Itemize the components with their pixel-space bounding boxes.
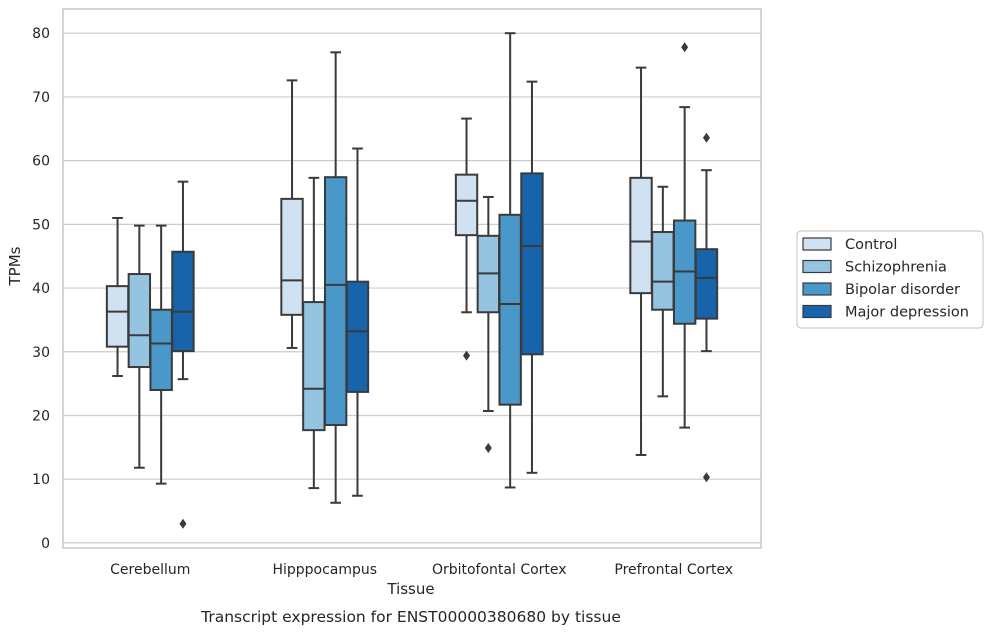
- box: [127, 273, 152, 369]
- box-schizophrenia: [651, 185, 675, 398]
- box-major-depression: [171, 180, 195, 529]
- box: [105, 285, 130, 348]
- box-major-depression: [345, 147, 370, 497]
- legend-swatch: [802, 282, 832, 296]
- box: [302, 301, 326, 432]
- legend-label: Major depression: [845, 305, 969, 321]
- box: [498, 213, 522, 406]
- x-tick-labels: Cerebellum Hipppocampus Orbitofontal Corte…: [110, 562, 733, 578]
- y-tick-label: 80: [32, 26, 50, 42]
- box-major-depression: [520, 80, 544, 474]
- legend-label: Bipolar disorder: [845, 282, 960, 298]
- y-tick-label: 60: [32, 154, 50, 170]
- legend-label: Schizophrenia: [845, 260, 947, 276]
- y-axis-label: TPMs: [6, 246, 24, 286]
- y-tick-label: 20: [32, 408, 50, 424]
- y-tick-label: 70: [32, 90, 50, 106]
- legend-frame: [796, 230, 984, 329]
- box: [520, 172, 544, 356]
- outlier-point: [681, 42, 689, 53]
- y-tick-label: 30: [32, 345, 50, 361]
- outlier-point: [484, 442, 492, 453]
- box-control: [280, 79, 304, 349]
- box-schizophrenia: [127, 224, 152, 469]
- box-major-depression: [694, 132, 719, 483]
- outlier-point: [702, 472, 710, 483]
- plot-frame: [62, 8, 762, 549]
- x-axis-label: Tissue: [386, 580, 434, 598]
- box-control: [454, 117, 479, 361]
- y-tick-label: 50: [32, 217, 50, 233]
- y-tick-labels: 0 10 20 30 40 50 60 70 80: [32, 26, 50, 552]
- box-control: [105, 216, 130, 377]
- x-tick-label: Hipppocampus: [272, 562, 377, 578]
- outlier-point: [179, 518, 187, 529]
- box-control: [629, 66, 653, 456]
- legend-swatch: [802, 259, 832, 274]
- x-tick-label: Prefrontal Cortex: [614, 562, 733, 578]
- box-bipolar-disorder: [498, 32, 522, 489]
- box: [171, 250, 195, 353]
- box-groups: [105, 32, 719, 529]
- outlier-point: [463, 350, 471, 361]
- box: [345, 280, 370, 393]
- box: [694, 248, 719, 320]
- box: [280, 197, 304, 316]
- box-bipolar-disorder: [149, 224, 173, 485]
- box: [454, 173, 479, 237]
- legend: Control Schizophrenia Bipolar disorder Majo…: [796, 230, 984, 329]
- y-tick-label: 0: [41, 536, 50, 552]
- chart-caption: Transcript expression for ENST0000038068…: [200, 608, 621, 626]
- box-bipolar-disorder: [323, 51, 348, 504]
- x-tick-label: Cerebellum: [110, 562, 190, 578]
- legend-label: Control: [845, 237, 897, 253]
- box: [323, 176, 348, 427]
- legend-swatch: [802, 237, 832, 251]
- box: [651, 230, 675, 311]
- outlier-point: [702, 132, 710, 143]
- box-bipolar-disorder: [672, 42, 697, 429]
- x-tick-label: Orbitofontal Cortex: [432, 562, 567, 578]
- y-tick-label: 10: [32, 472, 50, 488]
- box: [149, 308, 173, 391]
- y-tick-label: 40: [32, 281, 50, 297]
- box-schizophrenia: [476, 195, 501, 453]
- legend-swatch: [802, 304, 832, 319]
- box: [629, 176, 653, 295]
